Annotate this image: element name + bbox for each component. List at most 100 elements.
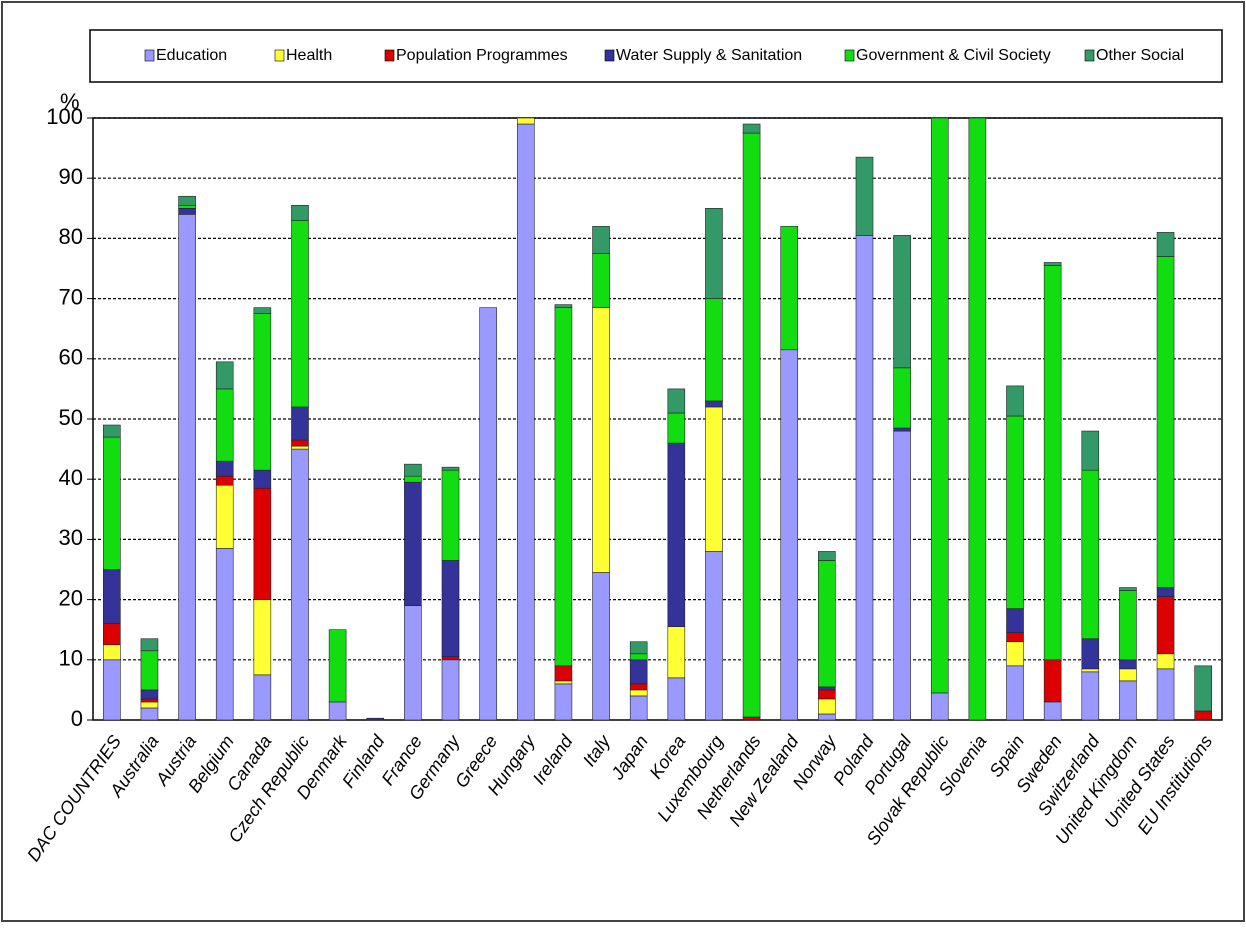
bar-segment (893, 430, 911, 721)
y-tick-label: 70 (59, 284, 83, 309)
y-tick-label: 0 (71, 706, 83, 731)
bar-segment (1081, 638, 1100, 670)
bar-segment (592, 572, 610, 721)
bar-segment (253, 313, 272, 471)
bar-segment (215, 548, 234, 721)
bar-segment (818, 560, 836, 688)
bar-segment (629, 659, 648, 685)
bar-segment (366, 717, 385, 721)
bar-segment (253, 307, 272, 314)
legend-swatch (144, 49, 155, 62)
bar-segment (291, 406, 309, 441)
bar-segment (328, 701, 347, 721)
bar-segment (592, 307, 610, 573)
bar-segment (667, 626, 686, 679)
legend-swatch (384, 49, 395, 62)
bar-segment (1006, 385, 1024, 417)
bar-segment (592, 226, 610, 254)
bar-segment (1081, 671, 1100, 721)
bar-segment (742, 123, 761, 134)
bar-segment (1043, 262, 1062, 266)
bar-segment (103, 436, 121, 570)
bar-segment (893, 235, 911, 369)
bar-segment (291, 439, 309, 447)
bar-segment (291, 204, 309, 221)
bar-segment (742, 132, 761, 718)
x-tick-label: Italy (579, 731, 615, 770)
bar-segment (215, 361, 234, 390)
bar-segment (780, 349, 799, 721)
y-tick-label: 100 (46, 104, 83, 129)
bar-segment (404, 475, 422, 483)
bar-segment (930, 692, 949, 721)
y-tick-label: 30 (59, 525, 83, 550)
bar-segment (1156, 653, 1175, 670)
bar-segment (818, 551, 836, 561)
y-tick-label: 90 (59, 164, 83, 189)
bar-segment (1156, 256, 1175, 588)
bar-segment (140, 689, 159, 700)
x-tick-label: DAC COUNTRIES (23, 732, 125, 866)
bar-segment (1043, 701, 1062, 721)
bar-segment (818, 686, 836, 691)
bar-segment (893, 367, 911, 429)
bar-segment (592, 253, 610, 308)
bar-segment (516, 123, 535, 721)
legend-label: Population Programmes (396, 47, 568, 64)
bar-segment (1006, 641, 1024, 667)
bar-segment (1081, 430, 1100, 471)
y-tick-label: 60 (59, 345, 83, 370)
bar-segment (705, 208, 723, 299)
x-tick-label: Ireland (529, 731, 578, 788)
bar-segment (140, 638, 159, 652)
bar-segment (103, 644, 121, 661)
y-tick-label: 10 (59, 646, 83, 671)
bar-segment (140, 650, 159, 691)
bar-segment (103, 623, 121, 646)
bar-segment (1119, 590, 1137, 661)
bar-segment (215, 388, 234, 462)
bar-segment (103, 424, 121, 438)
bar-segment (404, 605, 422, 721)
bar-segment (103, 659, 121, 721)
legend-label: Water Supply & Sanitation (616, 47, 802, 64)
bar-segment (178, 214, 196, 721)
bar-segment (140, 701, 159, 709)
y-tick-label: 20 (59, 585, 83, 610)
legend-swatch (274, 49, 285, 62)
bar-segment (1156, 587, 1175, 597)
bar-segment (818, 698, 836, 715)
bar-segment (667, 442, 686, 627)
bar-segment (441, 656, 460, 661)
bar-segment (1119, 587, 1137, 591)
bar-segment (178, 208, 196, 215)
legend-swatch (844, 49, 855, 62)
bar-segment (479, 307, 497, 721)
y-axis-label: % (60, 89, 80, 114)
bar-segment (328, 629, 347, 703)
bar-segment (140, 707, 159, 721)
bar-segment (554, 665, 573, 682)
bar-segment (705, 406, 723, 552)
bar-segment (441, 659, 460, 721)
legend-swatch (1084, 49, 1095, 62)
bar-segment (855, 156, 874, 236)
bar-segment (1119, 668, 1137, 682)
bar-segment (441, 469, 460, 561)
bar-segment (554, 307, 573, 667)
bar-segment (1119, 680, 1137, 721)
y-tick-label: 80 (59, 224, 83, 249)
legend-label: Education (156, 47, 227, 64)
bar-segment (253, 469, 272, 489)
bar-segment (705, 298, 723, 402)
bar-segment (215, 460, 234, 477)
bar-segment (103, 569, 121, 624)
bar-segment (1081, 668, 1100, 673)
bar-segment (1081, 469, 1100, 640)
bar-segment (780, 226, 799, 351)
bar-segment (1156, 232, 1175, 257)
bar-segment (930, 117, 949, 694)
bar-segment (1006, 608, 1024, 634)
bar-segment (1119, 659, 1137, 670)
